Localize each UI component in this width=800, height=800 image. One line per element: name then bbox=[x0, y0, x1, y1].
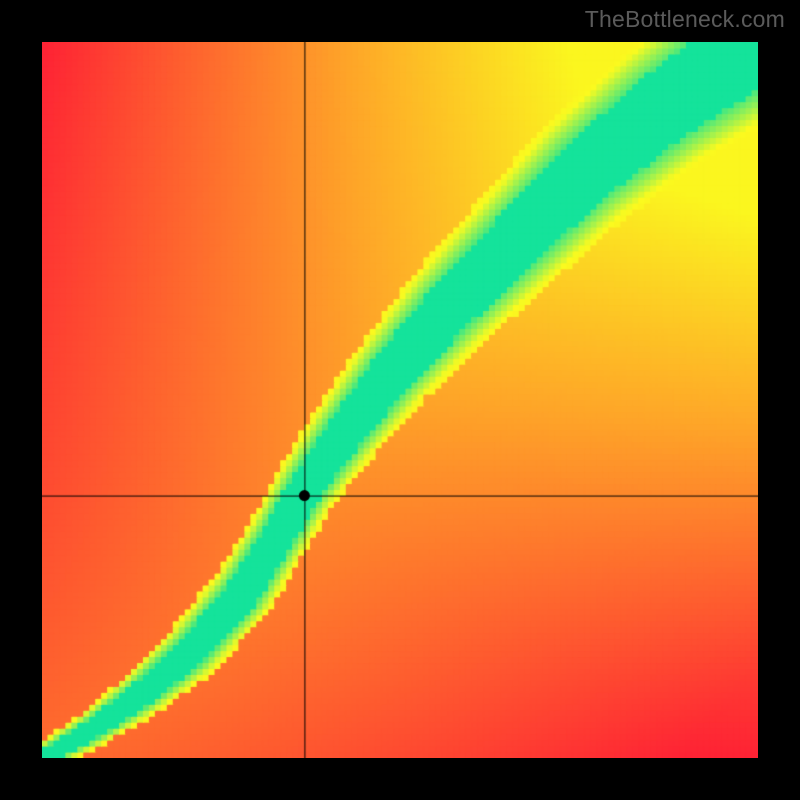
watermark-text: TheBottleneck.com bbox=[585, 6, 785, 33]
heatmap-plot bbox=[42, 42, 758, 758]
heatmap-canvas bbox=[42, 42, 758, 758]
